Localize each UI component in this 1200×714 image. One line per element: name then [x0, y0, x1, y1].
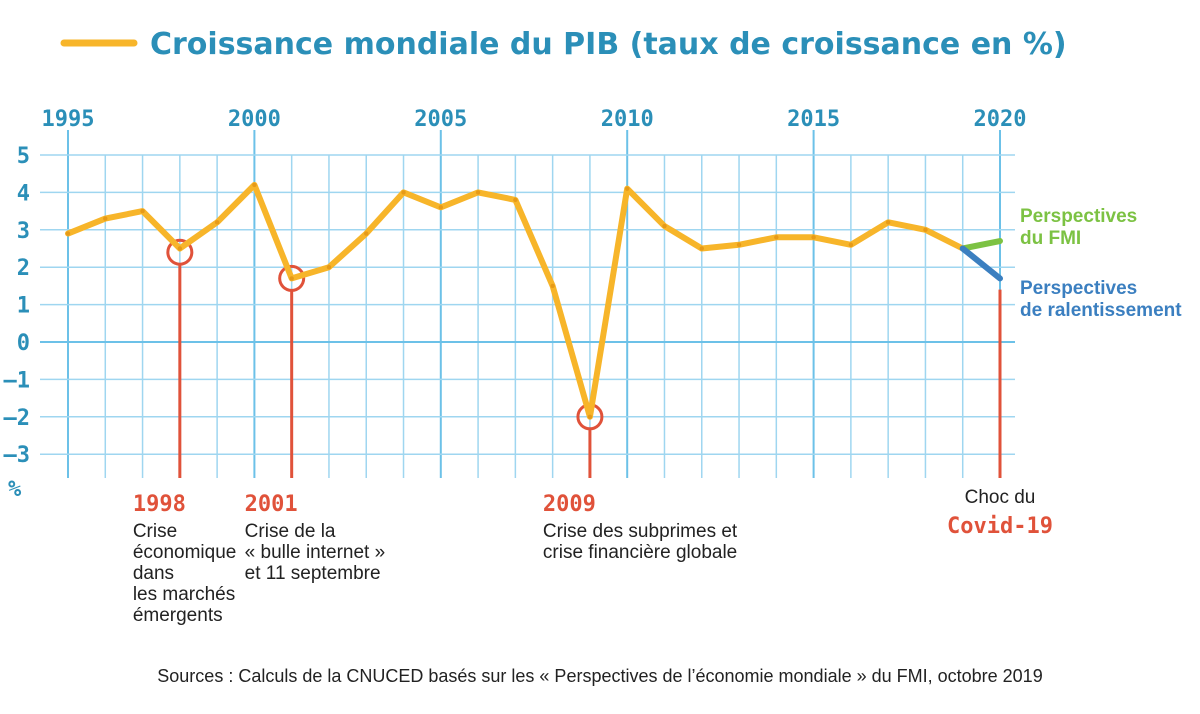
y-tick-label: 4: [17, 181, 30, 206]
y-tick-label: 2: [17, 256, 30, 281]
event-description-line: dans: [133, 563, 174, 584]
x-tick-label: 2010: [601, 107, 654, 132]
data-point: [103, 216, 108, 221]
data-point: [475, 190, 481, 195]
x-tick-label: 2015: [787, 107, 840, 132]
event-description-line: Crise de la: [245, 521, 336, 542]
data-point: [699, 246, 704, 251]
data-point: [364, 231, 369, 236]
x-tick-label: 2020: [974, 107, 1027, 132]
event-year-label: 2001: [245, 492, 298, 517]
event-description-line: Crise des subprimes et: [543, 521, 738, 542]
data-point: [140, 208, 145, 214]
event-circle: [166, 238, 194, 266]
data-point: [774, 235, 779, 240]
event-description-line: Crise: [133, 521, 177, 542]
y-axis-ticks: 5 4 3 2 1 0 –1 –2 –3: [4, 144, 31, 468]
y-tick-label: 5: [17, 144, 30, 169]
grid: [40, 130, 1015, 478]
source-note: Sources : Calculs de la CNUCED basés sur…: [157, 666, 1042, 686]
event-description-line: émergents: [133, 605, 223, 626]
y-unit-label: %: [8, 477, 22, 502]
data-point: [625, 186, 630, 191]
event-year-label: Covid-19: [947, 514, 1053, 539]
data-point: [214, 220, 220, 225]
y-tick-label: 1: [17, 294, 30, 319]
x-tick-label: 2005: [414, 107, 467, 132]
event-description-line: « bulle internet »: [245, 542, 386, 563]
y-tick-label: 3: [17, 219, 30, 244]
data-point: [401, 190, 406, 195]
legend-fmi-label: du FMI: [1020, 228, 1081, 249]
x-axis-ticks: 1995 2000 2005 2010 2015 2020: [42, 107, 1027, 132]
legend-slowdown-label: Perspectives: [1020, 278, 1137, 299]
x-tick-label: 2000: [228, 107, 281, 132]
event-year-label: 2009: [543, 492, 596, 517]
y-tick-label: 0: [17, 331, 30, 356]
data-point: [662, 223, 667, 229]
x-tick-label: 1995: [42, 107, 95, 132]
event-description-line: et 11 septembre: [245, 563, 381, 584]
y-tick-label: –1: [4, 368, 31, 393]
event-description-line: crise financière globale: [543, 542, 737, 563]
event-circle: [278, 264, 306, 292]
event-description-line: les marchés: [133, 584, 235, 605]
event-description-line: économique: [133, 542, 237, 563]
legend-fmi-label: Perspectives: [1020, 206, 1137, 227]
data-point: [811, 235, 816, 240]
data-point: [289, 276, 294, 281]
series-line-fmi: [959, 238, 1003, 252]
chart-title: Croissance mondiale du PIB (taux de croi…: [150, 27, 1067, 62]
y-tick-label: –2: [4, 406, 31, 431]
data-point: [550, 283, 555, 289]
data-point: [513, 197, 518, 203]
data-point: [587, 414, 593, 419]
data-point: [252, 182, 257, 188]
data-point: [885, 220, 891, 225]
event-intro: Choc du: [965, 487, 1036, 508]
series-line-slowdown: [959, 245, 1003, 282]
y-tick-label: –3: [4, 443, 31, 468]
series: [65, 181, 1003, 420]
data-point: [65, 231, 71, 236]
data-point: [736, 242, 742, 247]
data-point: [438, 205, 443, 210]
legend-slowdown-label: de ralentissement: [1020, 300, 1182, 321]
data-point: [923, 227, 928, 232]
data-point: [326, 265, 332, 270]
data-point: [848, 242, 854, 247]
event-year-label: 1998: [133, 492, 186, 517]
data-point: [177, 246, 183, 251]
